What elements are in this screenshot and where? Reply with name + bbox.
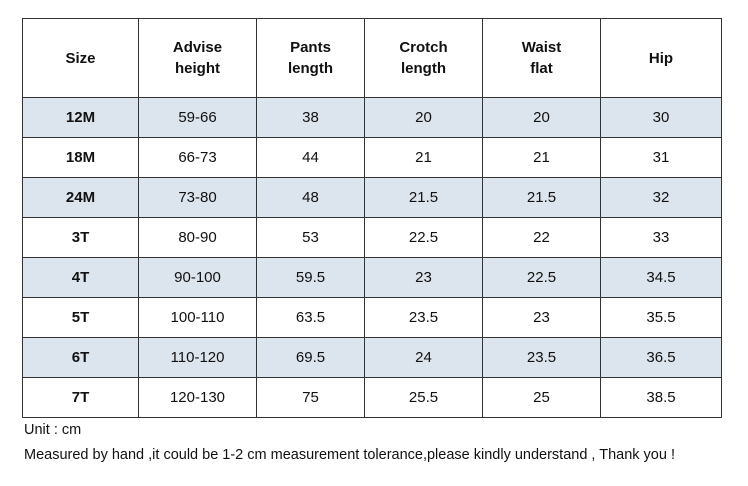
value-cell: 53 [256, 217, 365, 258]
value-cell: 73-80 [138, 177, 257, 218]
header-cell: Size [22, 18, 139, 98]
value-cell: 30 [600, 97, 722, 138]
table-row: 3T 80-90 53 22.5 22 33 [22, 217, 722, 258]
value-cell: 80-90 [138, 217, 257, 258]
table-row: 24M 73-80 48 21.5 21.5 32 [22, 177, 722, 218]
value-cell: 90-100 [138, 257, 257, 298]
value-cell: 38 [256, 97, 365, 138]
value-cell: 22 [482, 217, 601, 258]
value-cell: 34.5 [600, 257, 722, 298]
value-cell: 120-130 [138, 377, 257, 418]
size-cell: 18M [22, 137, 139, 178]
value-cell: 23 [482, 297, 601, 338]
value-cell: 59.5 [256, 257, 365, 298]
size-cell: 24M [22, 177, 139, 218]
table-row: 6T 110-120 69.5 24 23.5 36.5 [22, 337, 722, 378]
value-cell: 66-73 [138, 137, 257, 178]
value-cell: 23 [364, 257, 483, 298]
value-cell: 100-110 [138, 297, 257, 338]
value-cell: 69.5 [256, 337, 365, 378]
value-cell: 75 [256, 377, 365, 418]
value-cell: 22.5 [364, 217, 483, 258]
value-cell: 20 [482, 97, 601, 138]
value-cell: 110-120 [138, 337, 257, 378]
value-cell: 21 [482, 137, 601, 178]
size-cell: 3T [22, 217, 139, 258]
size-table: Size Advise height Pants length Crotch leng… [22, 18, 722, 418]
table-row: 18M 66-73 44 21 21 31 [22, 137, 722, 178]
table-row: 7T 120-130 75 25.5 25 38.5 [22, 377, 722, 418]
header-cell: Pants length [256, 18, 365, 98]
value-cell: 25 [482, 377, 601, 418]
table-row: 4T 90-100 59.5 23 22.5 34.5 [22, 257, 722, 298]
size-cell: 4T [22, 257, 139, 298]
table-row: 5T 100-110 63.5 23.5 23 35.5 [22, 297, 722, 338]
value-cell: 32 [600, 177, 722, 218]
value-cell: 21 [364, 137, 483, 178]
header-cell: Waist flat [482, 18, 601, 98]
value-cell: 38.5 [600, 377, 722, 418]
unit-note: Unit : cm [24, 422, 82, 438]
table-body: 12M 59-66 38 20 20 30 18M 66-73 44 21 21 31 24M 73-80… [22, 97, 722, 418]
header-row: Size Advise height Pants length Crotch leng… [22, 18, 722, 98]
value-cell: 24 [364, 337, 483, 378]
size-cell: 5T [22, 297, 139, 338]
value-cell: 48 [256, 177, 365, 218]
value-cell: 36.5 [600, 337, 722, 378]
size-cell: 6T [22, 337, 139, 378]
value-cell: 21.5 [482, 177, 601, 218]
table-row: 12M 59-66 38 20 20 30 [22, 97, 722, 138]
value-cell: 20 [364, 97, 483, 138]
value-cell: 23.5 [364, 297, 483, 338]
size-cell: 7T [22, 377, 139, 418]
header-cell: Crotch length [364, 18, 483, 98]
size-cell: 12M [22, 97, 139, 138]
value-cell: 21.5 [364, 177, 483, 218]
value-cell: 44 [256, 137, 365, 178]
value-cell: 33 [600, 217, 722, 258]
value-cell: 31 [600, 137, 722, 178]
value-cell: 63.5 [256, 297, 365, 338]
value-cell: 23.5 [482, 337, 601, 378]
header-cell: Advise height [138, 18, 257, 98]
value-cell: 25.5 [364, 377, 483, 418]
value-cell: 22.5 [482, 257, 601, 298]
value-cell: 59-66 [138, 97, 257, 138]
value-cell: 35.5 [600, 297, 722, 338]
disclaimer-note: Measured by hand ,it could be 1-2 cm mea… [24, 447, 675, 463]
header-cell: Hip [600, 18, 722, 98]
